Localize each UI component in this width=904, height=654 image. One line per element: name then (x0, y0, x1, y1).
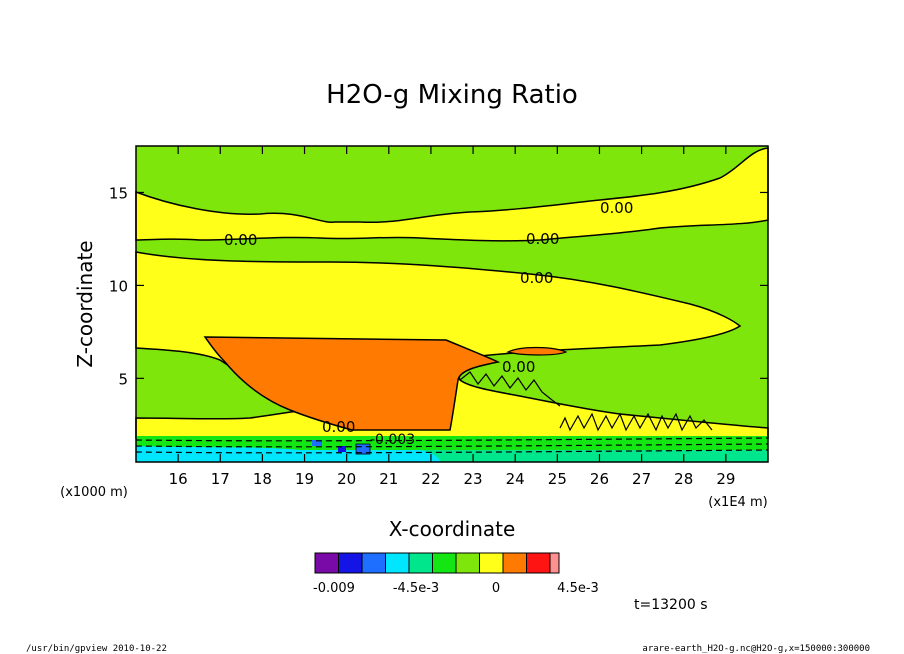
contour-label-3: 0.00 (526, 230, 559, 248)
chart-title: H2O-g Mixing Ratio (326, 80, 578, 110)
colorbar-tick-1: -0.009 (313, 581, 355, 596)
y-axis-label: Z-coordinate (73, 240, 97, 367)
middle-contour-ripple (459, 371, 561, 407)
field-region-orange-small (506, 346, 568, 356)
x-tick-label: 29 (716, 470, 735, 488)
contour-label-5: 0.00 (502, 358, 535, 376)
y-tick-label: 15 (109, 184, 128, 202)
time-label: t=13200 s (634, 597, 708, 613)
colorbar-swatch (455, 552, 480, 574)
x-tick-label: 19 (295, 470, 314, 488)
colorbar-swatch (502, 552, 527, 574)
y-tick-label: 10 (109, 277, 128, 295)
x-axis-ticks: 16 17 18 19 20 21 22 23 24 25 26 27 28 29 (169, 146, 735, 488)
plot-area: 0.00 0.00 0.00 0.00 0.00 0.00 -0.003 16 1… (109, 145, 769, 488)
colorbar-tick-2: -4.5e-3 (393, 581, 439, 596)
x-axis-label: X-coordinate (389, 517, 516, 541)
x-tick-label: 23 (464, 470, 483, 488)
x-tick-label: 28 (674, 470, 693, 488)
colorbar-tick-4: 4.5e-3 (557, 581, 599, 596)
surface-contour (559, 412, 713, 432)
footer-right: arare-earth_H2O-g.nc@H2O-g,x=150000:3000… (642, 644, 870, 654)
contour-labels: 0.00 0.00 0.00 0.00 0.00 0.00 -0.003 (224, 199, 633, 448)
field-region-blue-spot-1 (355, 443, 371, 455)
contour-label-2: 0.00 (224, 231, 257, 249)
contour-label-1: 0.00 (600, 199, 633, 217)
contour-label-6: 0.00 (322, 418, 355, 436)
contour-label-4: 0.00 (520, 269, 553, 287)
x-tick-label: 21 (379, 470, 398, 488)
colorbar-swatch (361, 552, 386, 574)
y-axis-unit: (x1000 m) (60, 485, 128, 500)
colorbar-swatch (432, 552, 457, 574)
colorbar-swatch (549, 552, 560, 574)
x-tick-label: 26 (590, 470, 609, 488)
x-tick-label: 16 (169, 470, 188, 488)
field-region-blue-spot-3 (312, 440, 322, 446)
footer-left: /usr/bin/gpview 2010-10-22 (26, 644, 167, 654)
plot-border (135, 145, 769, 463)
x-tick-label: 27 (632, 470, 651, 488)
y-tick-label: 5 (118, 370, 128, 388)
negative-contours (135, 437, 769, 454)
y-axis-ticks: 5 10 15 (109, 184, 768, 388)
x-tick-label: 17 (211, 470, 230, 488)
field-region-blue-spot-2 (338, 446, 346, 452)
x-axis-unit: (x1E4 m) (708, 495, 767, 510)
x-tick-label: 18 (253, 470, 272, 488)
x-tick-label: 22 (421, 470, 440, 488)
colorbar-swatch (526, 552, 551, 574)
x-tick-label: 25 (548, 470, 567, 488)
x-tick-label: 24 (506, 470, 525, 488)
x-tick-label: 20 (337, 470, 356, 488)
colorbar-swatch (385, 552, 410, 574)
colorbar-swatch (338, 552, 363, 574)
colorbar-swatch (408, 552, 433, 574)
contour-label-7: -0.003 (370, 432, 415, 448)
colorbar-tick-3: 0 (492, 581, 500, 596)
colorbar-swatches (314, 552, 560, 574)
colorbar: -0.009 -4.5e-3 0 4.5e-3 (313, 552, 599, 596)
field-region-orange (203, 336, 501, 431)
colorbar-swatch (314, 552, 339, 574)
colorbar-swatch (479, 552, 504, 574)
